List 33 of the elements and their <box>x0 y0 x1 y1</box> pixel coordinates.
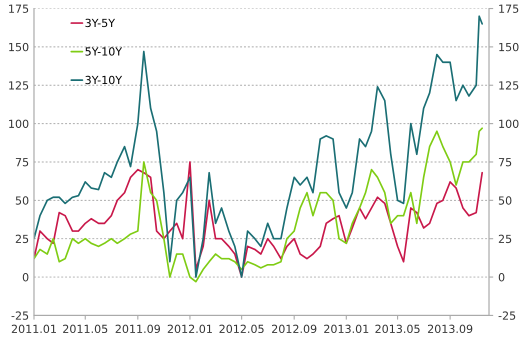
x-tick-label: 2013.05 <box>375 324 420 334</box>
line-series <box>34 127 484 282</box>
y-tick-label: 150 <box>9 42 28 52</box>
y-tick-label: 100 <box>9 120 28 128</box>
line-series <box>34 15 484 278</box>
y-tick-label: 25 <box>16 234 28 244</box>
y2-tick-label: 75 <box>498 158 512 166</box>
y2-tick-label: 175 <box>499 4 518 13</box>
y-tick-label: 175 <box>9 4 28 13</box>
x-tick-label: 2013.01 <box>324 324 368 334</box>
legend-label: 3Y-10Y <box>85 76 122 84</box>
y2-tick-label: 125 <box>499 81 518 90</box>
y2-tick-label: 100 <box>499 120 519 128</box>
x-tick-label: 2012.09 <box>272 324 316 334</box>
x-tick-label: 2011.09 <box>116 324 160 334</box>
y2-tick-label: 150 <box>499 42 519 52</box>
y-tick-label: 50 <box>16 196 28 205</box>
x-tick-label: 2011.01 <box>12 324 56 334</box>
y2-tick-label: 25 <box>498 234 512 244</box>
y-tick-label: -25 <box>12 311 28 320</box>
y2-tick-label: -25 <box>498 311 516 320</box>
legend-label: 3Y-5Y <box>85 18 116 28</box>
y2-tick-label: 50 <box>498 196 512 205</box>
x-tick-label: 2012.05 <box>219 324 264 334</box>
x-tick-label: 2012.01 <box>168 324 212 334</box>
y-tick-label: 125 <box>9 81 28 90</box>
x-tick-label: 2013.09 <box>428 324 472 334</box>
line-series <box>34 161 484 278</box>
y-tick-label: 75 <box>16 158 28 166</box>
y-tick-label: 0 <box>22 273 28 282</box>
y2-tick-label: 0 <box>498 273 504 282</box>
legend-label: 5Y-10Y <box>85 47 122 56</box>
x-tick-label: 2011.05 <box>63 324 108 334</box>
